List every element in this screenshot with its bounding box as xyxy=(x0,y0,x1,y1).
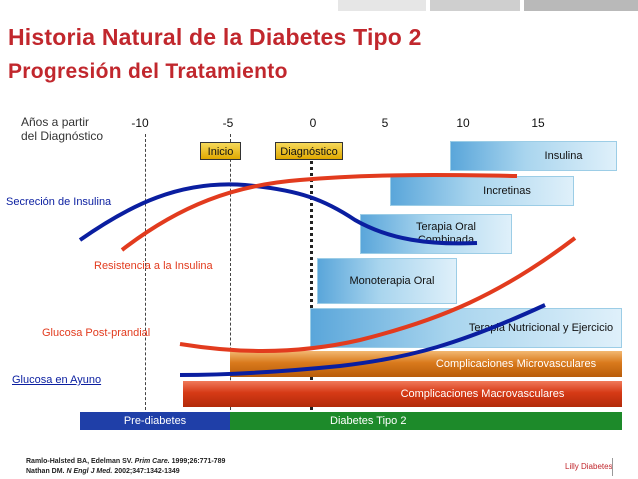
marker-diagnostico: Diagnóstico xyxy=(275,142,343,160)
complication-label: Complicaciones Macrovasculares xyxy=(400,388,565,400)
reference-1: Ramlo-Halsted BA, Edelman SV. Prim Care.… xyxy=(26,458,226,465)
corner-decoration xyxy=(338,0,638,11)
tick-label: -5 xyxy=(222,116,234,130)
footer-divider xyxy=(612,458,613,476)
stage-label: Pre-diabetes xyxy=(123,415,187,427)
stage-diabetes: Diabetes Tipo 2 xyxy=(230,412,622,430)
tick-label: -10 xyxy=(131,116,149,130)
tick-label: 0 xyxy=(309,116,317,130)
gridline xyxy=(230,134,231,410)
tick-label: 15 xyxy=(531,116,545,130)
slide-title: Historia Natural de la Diabetes Tipo 2 xyxy=(8,24,422,50)
label-resistencia-insulina: Resistencia a la Insulina xyxy=(94,260,213,272)
gridline xyxy=(145,134,146,410)
treatment-monoterapia-oral: Monoterapia Oral xyxy=(317,258,457,304)
label-glucosa-ayuno: Glucosa en Ayuno xyxy=(12,374,102,386)
complicaciones-microvasculares: Complicaciones Microvasculares xyxy=(230,351,622,377)
reference-2: Nathan DM. N Engl J Med. 2002;347:1342-1… xyxy=(26,468,180,475)
complicaciones-macrovasculares: Complicaciones Macrovasculares xyxy=(183,381,622,407)
axis-caption: Años a partir del Diagnóstico xyxy=(21,115,104,143)
secrecion-insulina-curve xyxy=(78,182,478,246)
treatment-label: Monoterapia Oral xyxy=(349,274,435,287)
diagnosis-line xyxy=(310,155,313,410)
label-secrecion-insulina: Secreción de Insulina xyxy=(6,196,112,208)
references: Ramlo-Halsted BA, Edelman SV. Prim Care.… xyxy=(26,457,225,477)
tick-label: 10 xyxy=(456,116,470,130)
label-glucosa-postprandial: Glucosa Post-prandial xyxy=(42,327,151,339)
slide-subtitle: Progresión del Tratamiento xyxy=(8,60,288,83)
treatment-label: Insulina xyxy=(544,149,583,162)
footer-brand: Lilly Diabetes xyxy=(565,462,613,471)
marker-inicio: Inicio xyxy=(200,142,241,160)
resistencia-insulina-curve xyxy=(120,173,518,252)
treatment-label: Incretinas xyxy=(483,184,531,197)
tick-label: 5 xyxy=(381,116,389,130)
complication-label: Complicaciones Microvasculares xyxy=(435,358,597,370)
treatment-insulina: Insulina xyxy=(450,141,617,171)
stage-prediabetes: Pre-diabetes xyxy=(80,412,230,430)
glucosa-postprandial-curve xyxy=(179,236,577,353)
stage-label: Diabetes Tipo 2 xyxy=(330,415,407,427)
glucosa-ayuno-curve xyxy=(179,303,546,377)
